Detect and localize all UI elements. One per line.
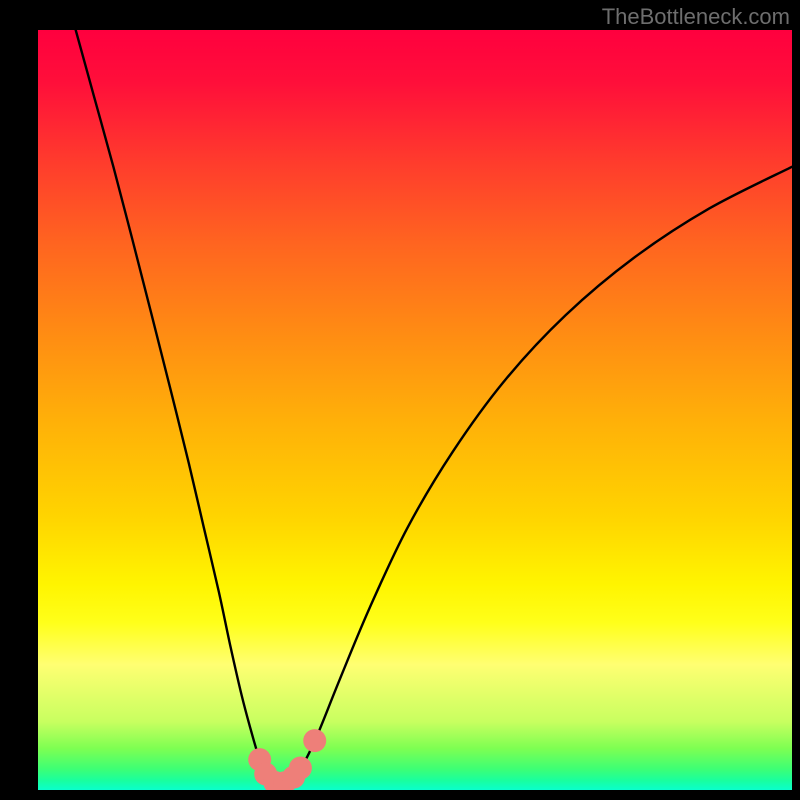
bottleneck-curve-path xyxy=(76,30,792,784)
bottleneck-chart xyxy=(38,30,792,790)
watermark-text: TheBottleneck.com xyxy=(602,4,790,30)
data-marker xyxy=(303,729,326,752)
plot-frame xyxy=(38,30,792,790)
data-marker xyxy=(289,756,312,779)
